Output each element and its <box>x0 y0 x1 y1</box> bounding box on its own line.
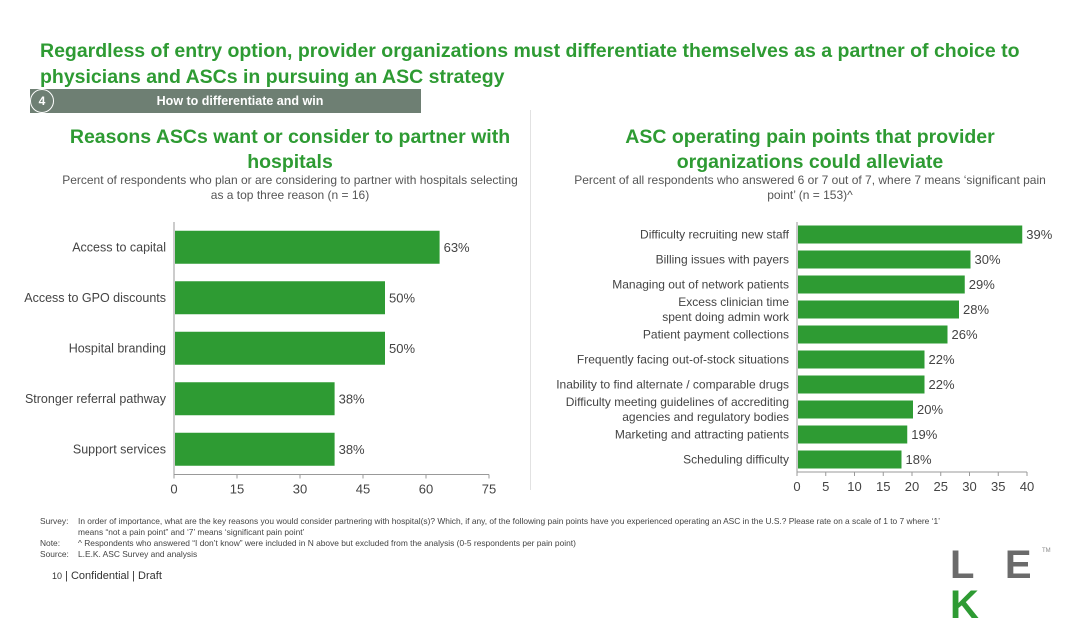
x-tick-label: 20 <box>905 479 919 494</box>
category-label: Billing issues with payers <box>656 253 789 267</box>
page-number: 10 <box>52 571 63 581</box>
category-label: Excess clinician time spent doing admin w… <box>662 295 790 324</box>
left-bar-chart: 0 15 30 45 60 75 Access to capital 63% Access to… <box>24 222 496 497</box>
x-tick-label: 0 <box>793 479 800 494</box>
value-label: 50% <box>389 341 415 356</box>
bar <box>175 432 335 466</box>
category-label: Managing out of network patients <box>612 278 789 292</box>
bar <box>798 400 913 419</box>
value-label: 38% <box>339 391 365 406</box>
category-label: Access to capital <box>72 241 166 255</box>
value-label: 39% <box>1026 227 1052 242</box>
x-tick-label: 35 <box>991 479 1005 494</box>
category-label: Difficulty meeting guidelines of accredi… <box>566 395 789 424</box>
value-label: 30% <box>975 252 1001 267</box>
x-tick-label: 40 <box>1020 479 1034 494</box>
right-chart-subtitle: Percent of all respondents who answered … <box>574 173 1046 202</box>
x-tick-label: 75 <box>482 482 496 497</box>
x-tick-label: 15 <box>876 479 890 494</box>
x-tick-label: 0 <box>170 482 177 497</box>
x-tick-label: 60 <box>419 482 433 497</box>
lek-logo: L E K <box>950 543 1042 627</box>
value-label: 63% <box>444 240 470 255</box>
x-tick-label: 15 <box>230 482 244 497</box>
bar <box>798 250 971 269</box>
left-chart-title: Reasons ASCs want or consider to partner… <box>69 126 511 173</box>
section-number-badge: 4 <box>30 89 54 113</box>
footnote-survey: Survey: In order of importance, what are… <box>40 516 940 537</box>
category-label: Frequently facing out-of-stock situation… <box>577 353 789 367</box>
confidential-label: | Confidential | Draft <box>65 570 162 582</box>
x-tick-label: 25 <box>934 479 948 494</box>
category-label: Support services <box>73 443 166 457</box>
bar <box>798 325 948 344</box>
right-chart-title: ASC operating pain points that provider … <box>625 126 995 173</box>
category-label: Hospital branding <box>69 342 166 356</box>
value-label: 28% <box>963 302 989 317</box>
value-label: 20% <box>917 402 943 417</box>
category-label: Stronger referral pathway <box>25 392 167 406</box>
x-tick-label: 30 <box>962 479 976 494</box>
trademark-mark: TM <box>1042 548 1051 554</box>
category-label: Patient payment collections <box>643 328 789 342</box>
bar <box>175 281 385 315</box>
bar <box>798 225 1023 244</box>
category-label: Access to GPO discounts <box>24 291 166 305</box>
x-tick-label: 30 <box>293 482 307 497</box>
right-bar-chart: 0 5 10 15 20 25 30 35 40 Difficulty recruiting ne… <box>556 222 1053 494</box>
category-label: Inability to find alternate / comparable… <box>556 378 789 392</box>
x-tick-label: 10 <box>847 479 861 494</box>
x-tick-label: 45 <box>356 482 370 497</box>
value-label: 38% <box>339 442 365 457</box>
category-label: Difficulty recruiting new staff <box>640 228 790 242</box>
value-label: 18% <box>906 452 932 467</box>
bar <box>798 425 908 444</box>
bar <box>798 450 902 469</box>
bar <box>175 382 335 416</box>
value-label: 22% <box>929 352 955 367</box>
footnote-note: Note: ^ Respondents who answered “I don’… <box>40 538 576 548</box>
section-label: How to differentiate and win <box>156 94 324 108</box>
value-label: 50% <box>389 290 415 305</box>
value-label: 22% <box>929 377 955 392</box>
bar <box>798 350 925 369</box>
chart-divider <box>530 110 531 490</box>
section-tag: 4 How to differentiate and win <box>30 89 421 113</box>
value-label: 19% <box>911 427 937 442</box>
footnote-source: Source: L.E.K. ASC Survey and analysis <box>40 549 198 559</box>
left-chart-subtitle: Percent of respondents who plan or are c… <box>62 173 518 202</box>
value-label: 26% <box>952 327 978 342</box>
bar <box>798 275 965 294</box>
value-label: 29% <box>969 277 995 292</box>
x-tick-label: 5 <box>822 479 829 494</box>
category-label: Marketing and attracting patients <box>615 428 789 442</box>
bar <box>175 230 440 264</box>
page-footer: 10 | Confidential | Draft <box>52 570 162 582</box>
category-label: Scheduling difficulty <box>683 453 789 467</box>
bar <box>175 331 385 365</box>
bar <box>798 300 959 319</box>
footnotes: Survey: In order of importance, what are… <box>40 516 940 560</box>
slide-headline: Regardless of entry option, provider org… <box>40 40 1020 88</box>
bar <box>798 375 925 394</box>
